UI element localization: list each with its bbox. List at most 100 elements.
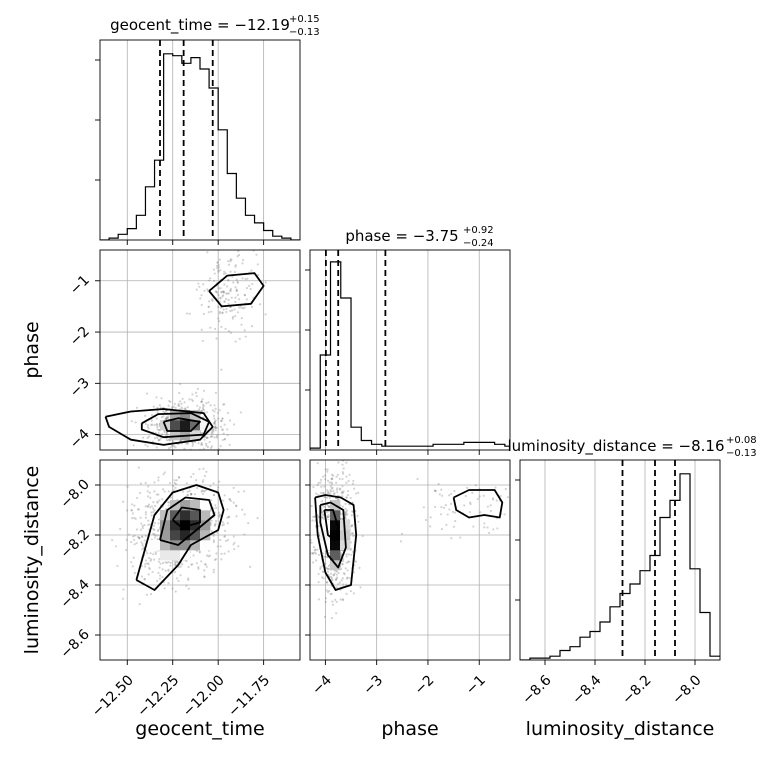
scatter-point — [205, 402, 208, 405]
scatter-point — [202, 447, 205, 450]
scatter-point — [167, 404, 170, 407]
scatter-point — [325, 510, 329, 514]
scatter-point — [197, 408, 201, 411]
scatter-point — [149, 552, 152, 555]
scatter-point — [326, 591, 330, 594]
scatter-point — [218, 310, 221, 313]
scatter-point — [144, 534, 147, 537]
scatter-point — [134, 517, 137, 520]
scatter-point — [133, 504, 136, 507]
scatter-point — [353, 487, 356, 490]
scatter-point — [336, 487, 339, 490]
scatter-point — [503, 513, 506, 516]
scatter-point — [221, 311, 224, 314]
scatter-point — [345, 511, 348, 514]
scatter-point — [130, 561, 133, 564]
scatter-point — [204, 563, 207, 566]
scatter-point — [241, 307, 245, 310]
scatter-point — [217, 305, 220, 309]
scatter-point — [195, 486, 199, 490]
scatter-point — [203, 246, 205, 248]
scatter-point — [144, 481, 147, 485]
scatter-point — [214, 425, 217, 429]
scatter-point — [200, 443, 203, 446]
scatter-point — [157, 476, 160, 479]
scatter-point — [340, 517, 343, 520]
scatter-point — [358, 566, 361, 569]
scatter-point — [326, 567, 329, 570]
scatter-point — [168, 399, 171, 403]
scatter-point — [201, 339, 204, 343]
scatter-point — [210, 434, 213, 438]
scatter-point — [241, 258, 245, 262]
scatter-point — [212, 268, 216, 271]
scatter-point — [250, 325, 254, 328]
density-cell — [330, 520, 341, 531]
scatter-point — [351, 510, 354, 513]
scatter-point — [219, 538, 222, 542]
axes-frame — [99, 459, 301, 661]
scatter-point — [203, 575, 206, 578]
scatter-point — [188, 398, 191, 401]
scatter-point — [325, 581, 329, 584]
scatter-point — [147, 485, 150, 488]
density-cell — [160, 530, 171, 541]
scatter-point — [323, 615, 327, 618]
axes-frame — [99, 39, 301, 241]
scatter-point — [264, 313, 267, 316]
x-tick-label: −12.25 — [134, 672, 182, 720]
y-tick-labels-phase: −1 −2 −3 −4 — [67, 272, 93, 452]
scatter-point — [147, 519, 150, 522]
contour-line — [323, 509, 340, 541]
scatter-point — [229, 289, 232, 292]
scatter-point — [438, 493, 441, 496]
scatter-point — [177, 476, 180, 479]
scatter-point — [359, 586, 362, 589]
scatter-point — [174, 561, 177, 564]
scatter-point — [225, 310, 228, 314]
scatter-point — [175, 479, 178, 482]
scatter-point — [214, 391, 218, 395]
contour-line — [171, 506, 201, 529]
scatter-point — [552, 490, 554, 492]
scatter-point — [214, 522, 217, 525]
scatter-point — [324, 562, 327, 565]
scatter-point — [173, 481, 176, 485]
scatter-point — [141, 535, 144, 539]
scatter-point — [231, 236, 233, 238]
scatter-point — [327, 490, 330, 493]
scatter-point — [222, 499, 225, 502]
scatter-point — [151, 570, 154, 574]
scatter-point — [245, 298, 248, 301]
scatter-point — [326, 468, 329, 471]
scatter-point — [439, 513, 443, 516]
scatter-point — [482, 494, 485, 497]
scatter-point — [330, 617, 334, 620]
scatter-point — [350, 514, 353, 517]
scatter-point — [223, 552, 226, 555]
scatter-point — [212, 430, 215, 433]
scatter-point — [161, 568, 164, 571]
scatter-point — [348, 560, 351, 563]
scatter-point — [161, 498, 164, 501]
scatter-point — [335, 612, 338, 615]
scatter-point — [163, 431, 166, 434]
scatter-point — [130, 516, 134, 520]
y-tick-label: −2 — [67, 324, 93, 350]
scatter-point — [223, 300, 226, 303]
scatter-point — [126, 485, 129, 488]
scatter-point — [153, 490, 156, 493]
scatter-point — [202, 407, 205, 411]
scatter-point — [346, 576, 349, 579]
scatter-point — [321, 499, 324, 503]
scatter-point — [234, 300, 237, 303]
scatter-point — [148, 523, 152, 526]
scatter-point — [188, 489, 191, 492]
scatter-point — [167, 490, 170, 493]
scatter-point — [111, 539, 114, 542]
scatter-point — [196, 404, 199, 407]
scatter-point — [140, 575, 144, 578]
scatter-point — [141, 436, 145, 439]
scatter-point — [324, 555, 327, 558]
scatter-point — [234, 264, 237, 267]
